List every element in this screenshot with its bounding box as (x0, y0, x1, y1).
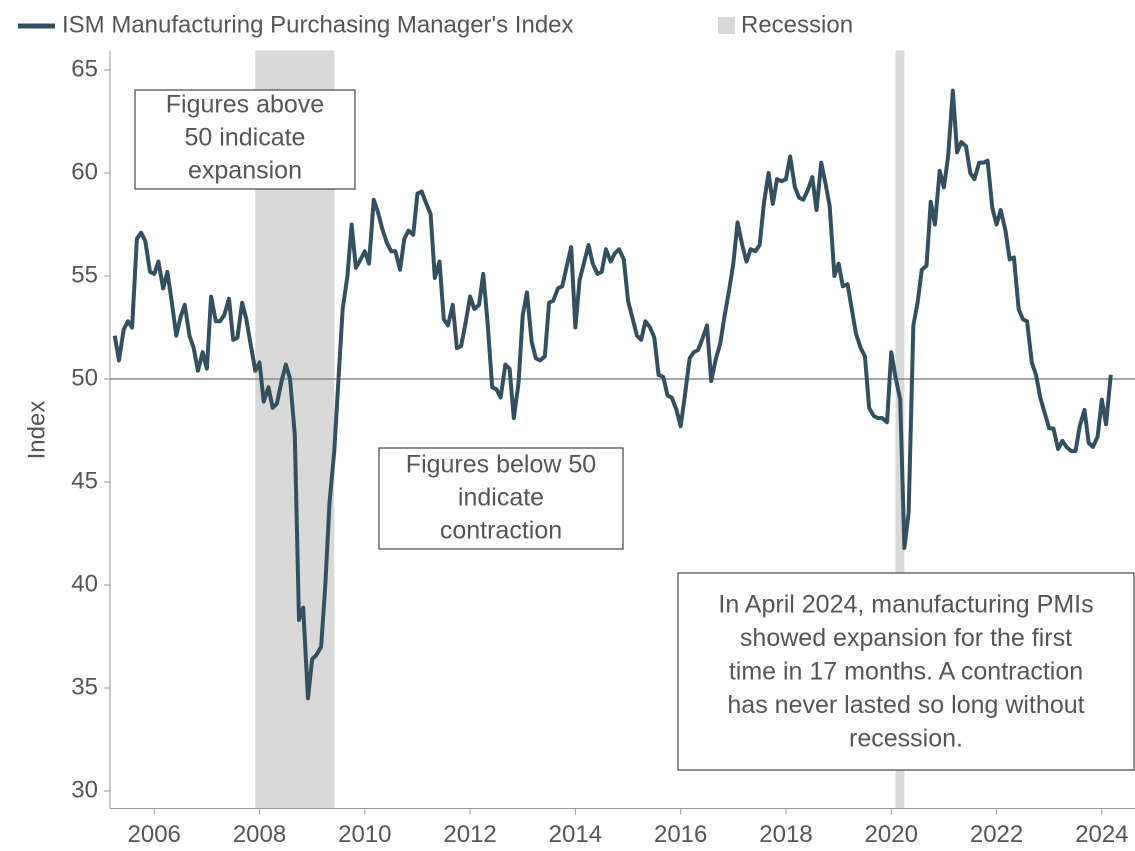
y-tick-label: 30 (71, 776, 98, 803)
y-tick-label: 65 (71, 55, 98, 82)
x-tick-label: 2016 (654, 821, 707, 848)
annotation-text: showed expansion for the first (740, 624, 1072, 652)
annotation-text: time in 17 months. A contraction (729, 658, 1083, 686)
y-tick-label: 40 (71, 570, 98, 597)
x-tick-label: 2018 (759, 821, 812, 848)
x-tick-label: 2008 (233, 821, 286, 848)
x-tick-label: 2022 (970, 821, 1023, 848)
annotation-box (677, 572, 1135, 771)
annotation-text: expansion (188, 157, 302, 185)
x-tick-label: 2014 (549, 821, 602, 848)
annotation-text: Figures above (166, 91, 324, 119)
legend-label: Recession (741, 11, 853, 38)
annotation-box (134, 89, 356, 190)
x-tick-label: 2006 (128, 821, 181, 848)
y-tick-label: 45 (71, 467, 98, 494)
y-tick-label: 55 (71, 261, 98, 288)
annotation-text: In April 2024, manufacturing PMIs (718, 591, 1093, 619)
legend-swatch (718, 17, 735, 34)
annotation-text: recession. (849, 725, 963, 753)
annotation-text: 50 indicate (185, 124, 306, 152)
annotation-box (378, 447, 624, 550)
annotation-text: Figures below 50 (406, 451, 596, 479)
x-tick-label: 2012 (443, 821, 496, 848)
y-tick-label: 60 (71, 158, 98, 185)
legend-label: ISM Manufacturing Purchasing Manager's I… (62, 11, 574, 38)
annotation-text: contraction (440, 517, 562, 545)
x-tick-label: 2010 (338, 821, 391, 848)
annotation-text: has never lasted so long without (727, 691, 1084, 719)
y-axis-label: Index (23, 401, 50, 460)
y-tick-label: 50 (71, 364, 98, 391)
x-tick-label: 2024 (1075, 821, 1128, 848)
pmi-line (112, 88, 1113, 701)
x-tick-label: 2020 (865, 821, 918, 848)
y-tick-label: 35 (71, 673, 98, 700)
annotation-text: indicate (458, 484, 544, 512)
